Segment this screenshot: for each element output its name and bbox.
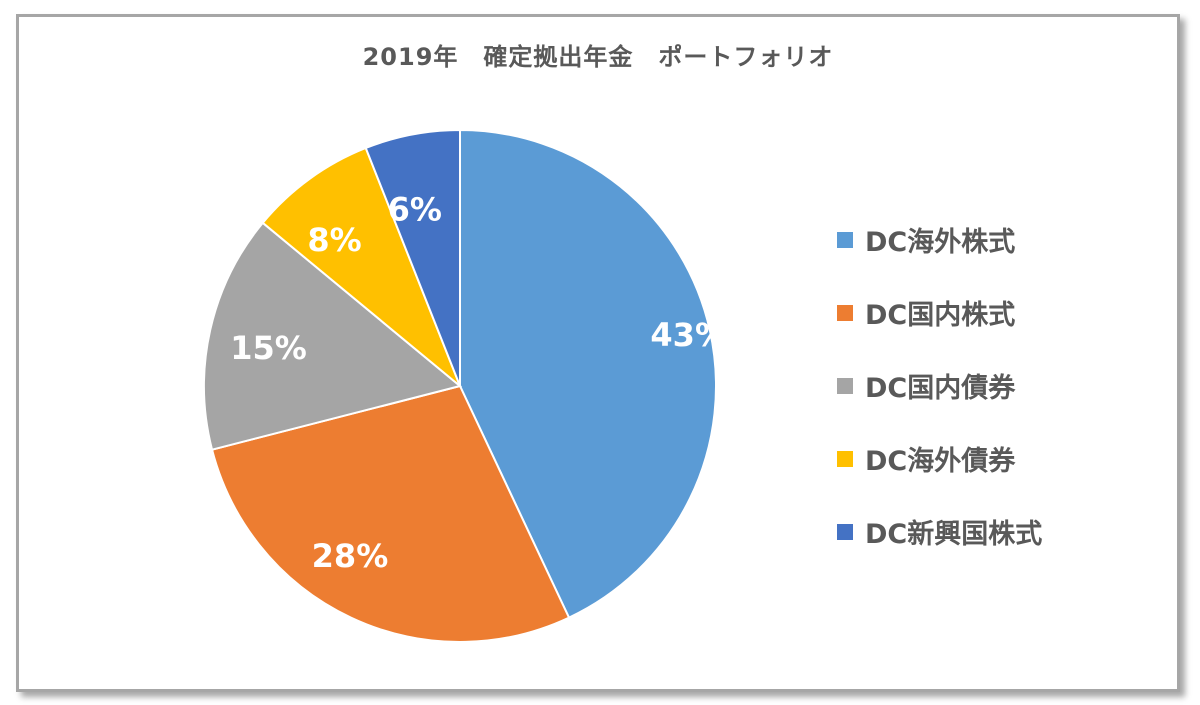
legend-swatch [837, 523, 853, 540]
legend-item: DC新興国株式 [837, 495, 1167, 568]
legend-swatch [837, 304, 853, 321]
data-label-3: 15% [230, 329, 307, 367]
data-label-1: 43% [650, 316, 727, 354]
pie-slice-3 [203, 221, 463, 451]
legend-label: DC国内株式 [865, 300, 1016, 331]
pie-slice-1 [459, 128, 717, 619]
pie-slice-5 [364, 128, 461, 387]
chart-area: 2019年 確定拠出年金 ポートフォリオ 43% 28% 15% 8% 6% DC海外株… [16, 14, 1180, 692]
legend-label: DC新興国株式 [865, 519, 1043, 550]
legend-item: DC海外株式 [837, 203, 1167, 276]
chart-title: 2019年 確定拠出年金 ポートフォリオ [362, 43, 834, 71]
legend-item: DC国内株式 [837, 276, 1167, 349]
data-label-5: 6% [388, 190, 442, 228]
pie-slice-2 [210, 384, 571, 643]
legend-label: DC国内債券 [865, 373, 1016, 404]
legend-swatch [837, 450, 853, 467]
legend-swatch [837, 231, 853, 248]
legend-item: DC海外債券 [837, 422, 1167, 495]
pie-slice-4 [261, 146, 461, 387]
legend-label: DC海外債券 [865, 446, 1016, 477]
legend-label: DC海外株式 [865, 227, 1016, 258]
pie-chart: 43% 28% 15% 8% 6% [203, 128, 727, 643]
legend-swatch [837, 377, 853, 394]
data-label-4: 8% [307, 221, 361, 259]
data-label-2: 28% [312, 537, 389, 575]
legend: DC海外株式 DC国内株式 DC国内債券 DC海外債券 DC新興国株式 [837, 203, 1167, 568]
legend-item: DC国内債券 [837, 349, 1167, 422]
